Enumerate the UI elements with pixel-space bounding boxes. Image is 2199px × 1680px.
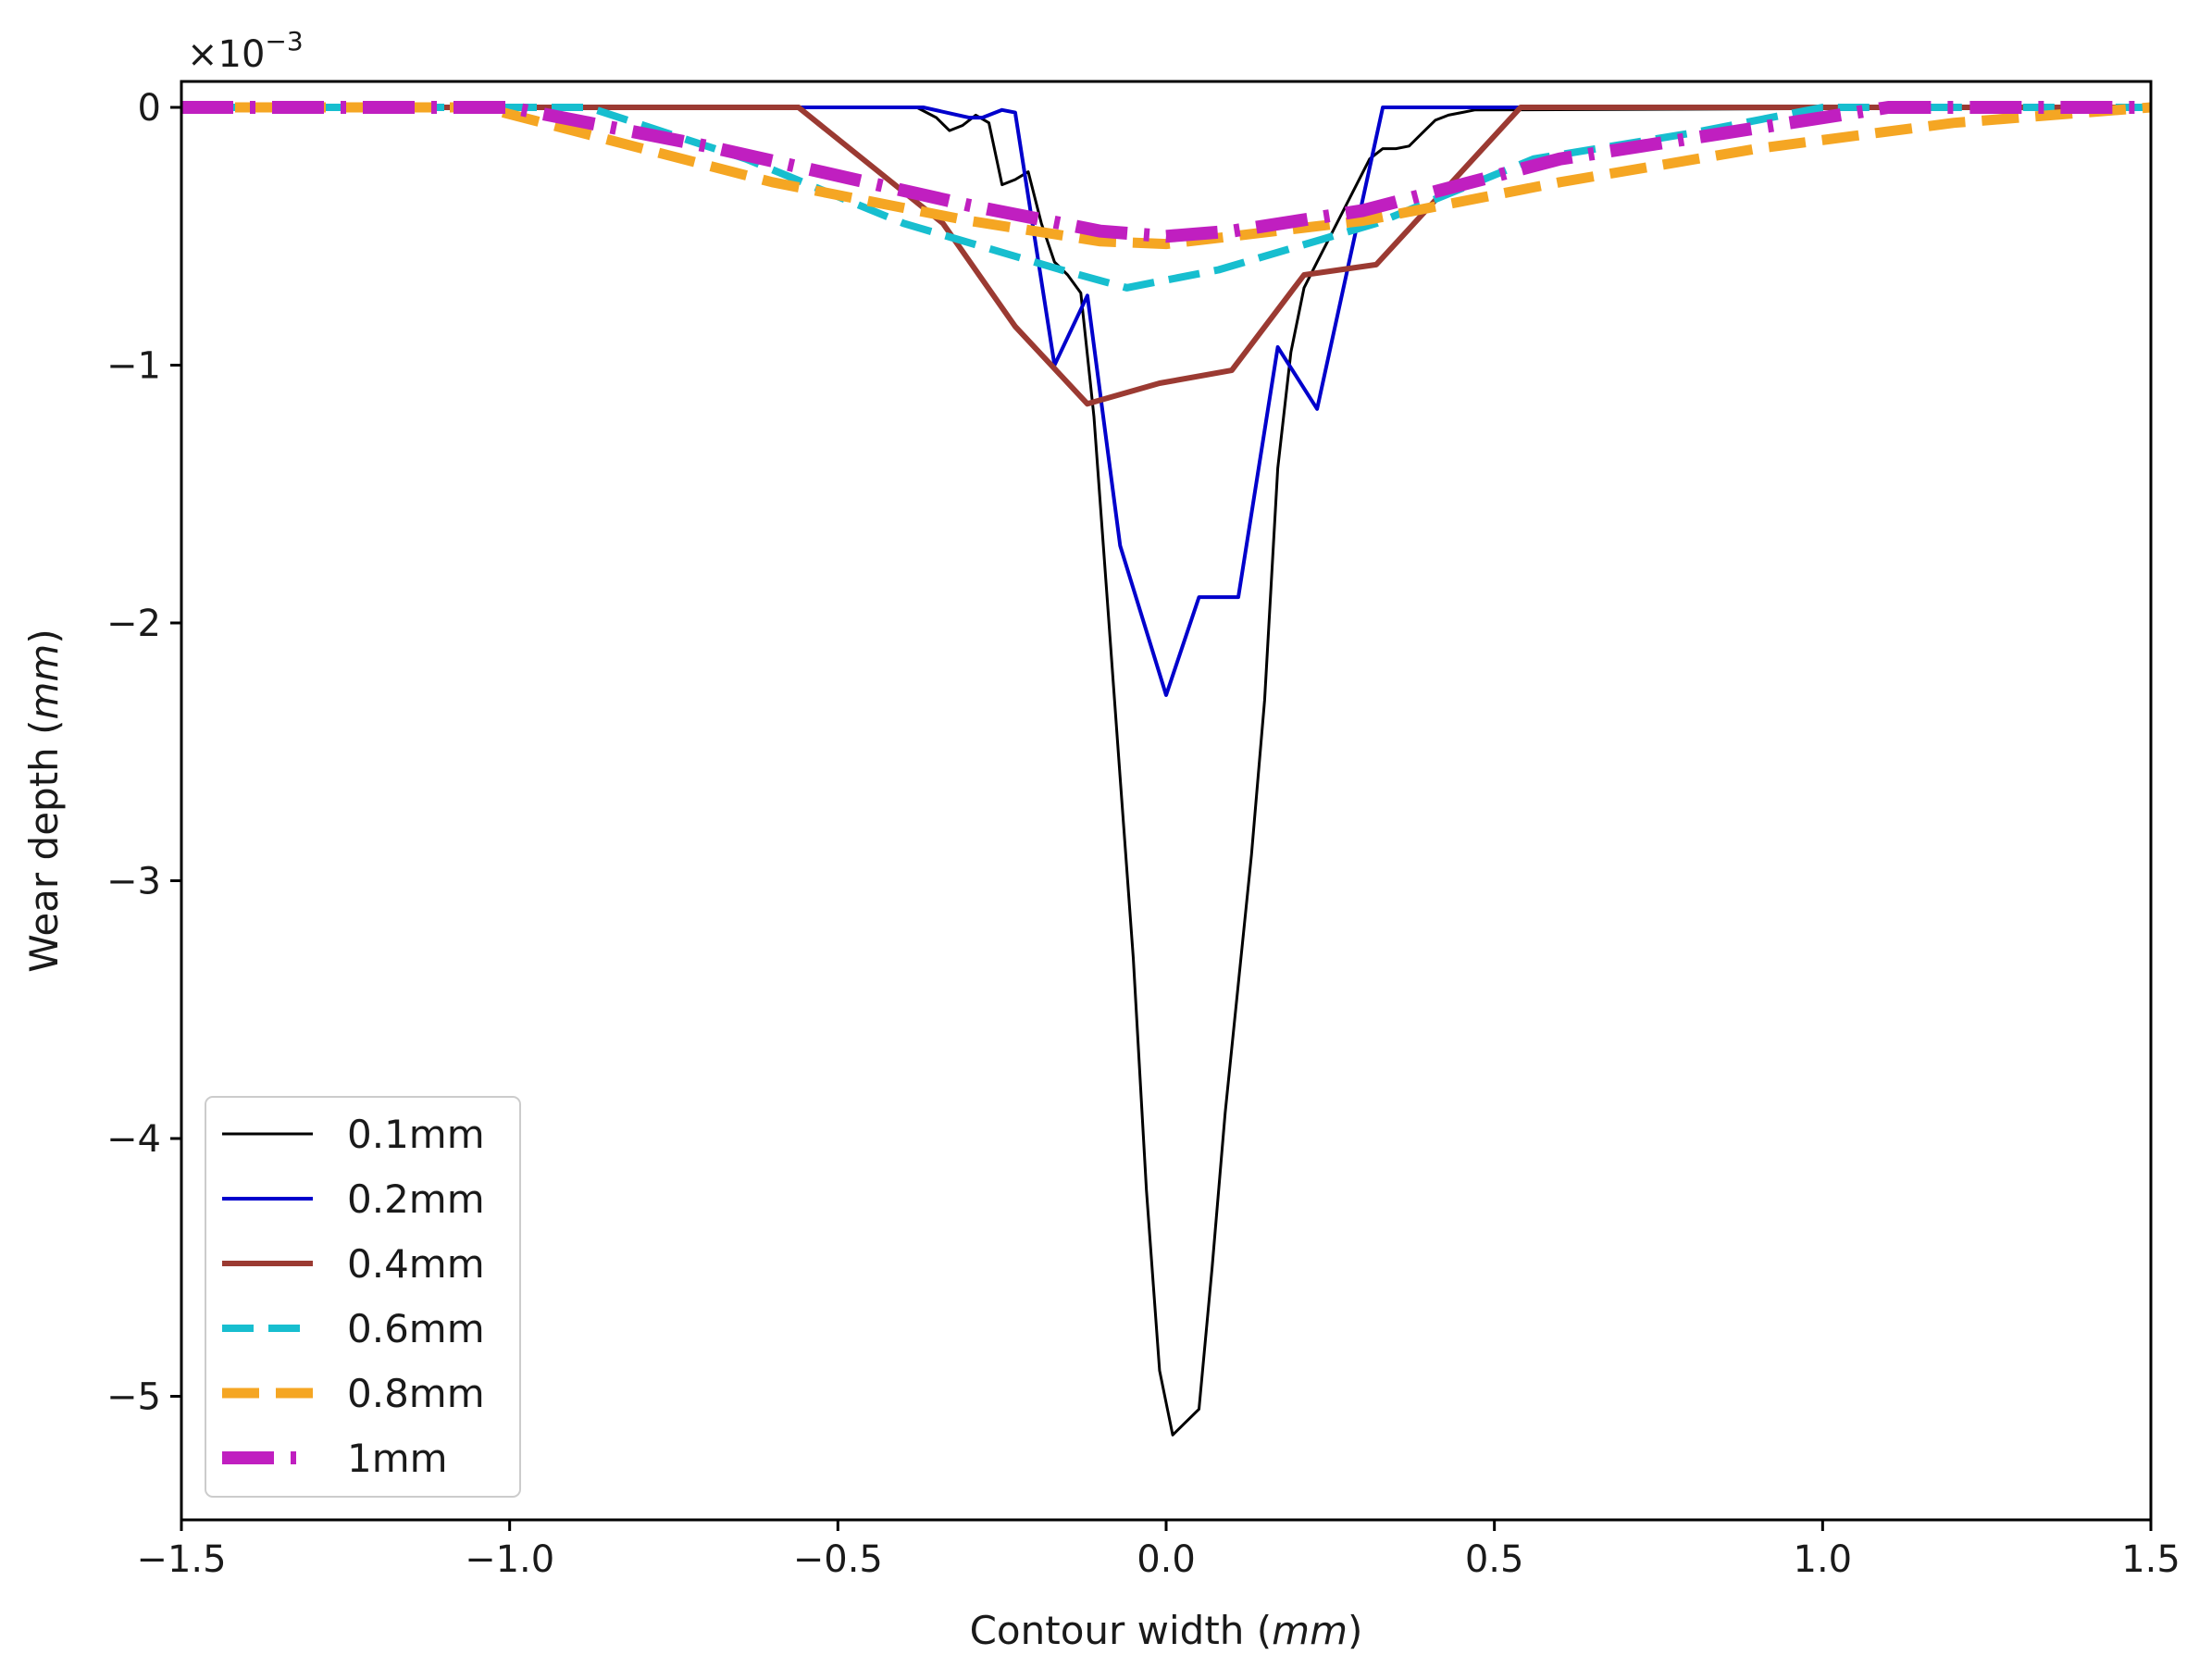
- x-axis-label-text: Contour width: [970, 1608, 1245, 1653]
- y-multiplier: ×10−3: [187, 26, 304, 76]
- y-tick-label: −5: [106, 1376, 161, 1419]
- y-tick-label: −2: [106, 603, 161, 645]
- x-tick-label: −1.5: [136, 1538, 226, 1581]
- y-axis-label-unit: mm: [21, 644, 67, 720]
- y-tick-label: −4: [106, 1118, 161, 1161]
- x-axis-label: Contour width (mm): [970, 1608, 1363, 1653]
- series-line-1mm: [181, 101, 2151, 243]
- legend: 0.1mm 0.2mm 0.4mm 0.6mm 0.8mm 1mm: [205, 1096, 521, 1498]
- series-line-0-8mm: [181, 102, 2151, 250]
- series-line-0-1mm: [181, 106, 2151, 1437]
- legend-label-0-2mm: 0.2mm: [347, 1176, 485, 1222]
- legend-label-0-6mm: 0.6mm: [347, 1306, 485, 1351]
- y-multiplier-exponent: −3: [265, 26, 303, 56]
- y-tick-label: −3: [106, 861, 161, 903]
- y-tick-label: −1: [106, 345, 161, 388]
- series-line-0-4mm: [181, 105, 2151, 407]
- series-line-0-2mm: [181, 106, 2151, 697]
- x-axis: −1.5 −1.0 −0.5 0.0 0.5 1.0 1.5: [136, 1520, 2180, 1581]
- legend-label-1mm: 1mm: [347, 1436, 448, 1481]
- y-axis-label: Wear depth (mm): [21, 628, 67, 972]
- legend-label-0-8mm: 0.8mm: [347, 1371, 485, 1416]
- x-tick-label: 1.0: [1794, 1538, 1853, 1581]
- series-layer: [181, 101, 2151, 1437]
- x-tick-label: 0.5: [1465, 1538, 1524, 1581]
- x-tick-label: 0.0: [1137, 1538, 1196, 1581]
- x-tick-label: −1.0: [465, 1538, 554, 1581]
- y-tick-label: 0: [138, 87, 161, 130]
- x-axis-label-unit: mm: [1272, 1608, 1348, 1653]
- y-multiplier-base: ×10: [187, 33, 265, 76]
- x-tick-label: 1.5: [2121, 1538, 2180, 1581]
- x-tick-label: −0.5: [793, 1538, 883, 1581]
- legend-label-0-1mm: 0.1mm: [347, 1112, 485, 1157]
- y-axis-label-text: Wear depth: [21, 747, 67, 973]
- legend-label-0-4mm: 0.4mm: [347, 1241, 485, 1287]
- y-axis: 0 −1 −2 −3 −4 −5: [106, 87, 181, 1419]
